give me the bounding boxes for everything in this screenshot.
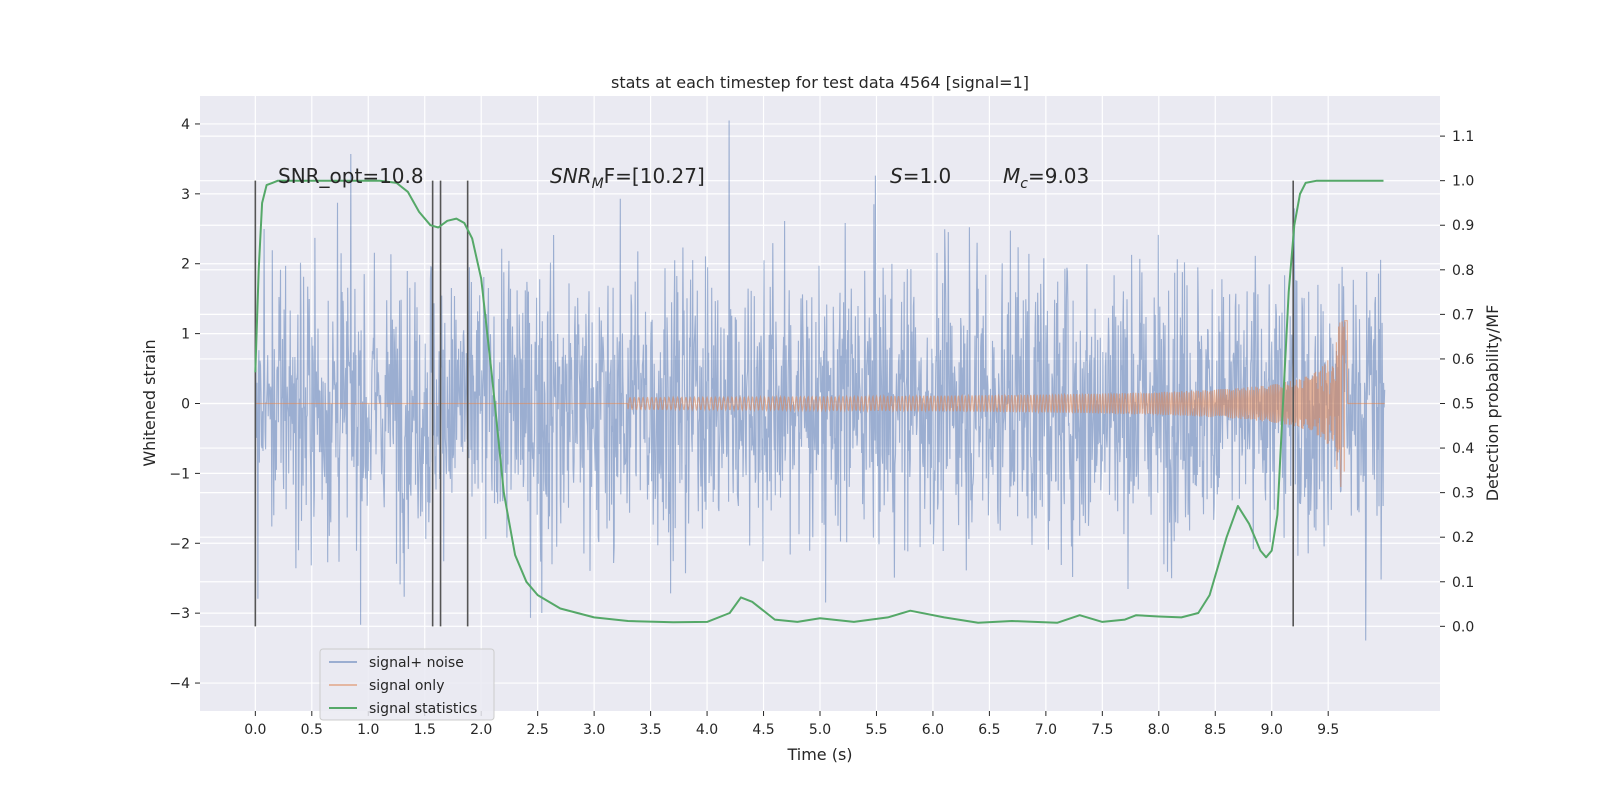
x-axis-ticks: 0.0 0.5 1.0 1.5 2.0 2.5 3.0 3.5 4.0 4.5 5.0 5.5 6.0 6… (244, 711, 1339, 738)
y-right-tick-label: 0.0 (1452, 619, 1474, 635)
signal-statistics-series (254, 179, 1384, 624)
annotation-snr-mf-base: SNR (550, 164, 592, 188)
annotation-snr-mf-rest: F=[10.27] (604, 164, 705, 188)
x-tick-label: 4.5 (752, 722, 774, 738)
x-tick-label: 5.0 (809, 722, 831, 738)
y-right-tick-label: 0.3 (1452, 486, 1474, 502)
x-tick-label: 0.5 (301, 722, 323, 738)
y-right-tick-label: 1.1 (1452, 129, 1474, 145)
legend-box (319, 648, 495, 721)
y-left-tick-label: 0 (181, 397, 190, 413)
x-tick-label: 2.5 (527, 722, 549, 738)
annotation-snr-mf: SNRMF=[10.27] (550, 164, 705, 192)
x-tick-label: 9.0 (1261, 722, 1283, 738)
left-y-axis-ticks: 4 3 2 1 0 −1 −2 −3 −4 (169, 117, 200, 692)
x-tick-label: 6.5 (978, 722, 1000, 738)
signal-only-series (255, 320, 1385, 488)
annotation-mc-rest: =9.03 (1028, 164, 1089, 188)
annotation-mc-sub: c (1020, 176, 1028, 192)
x-tick-label: 4.0 (696, 722, 718, 738)
annotation-s: S=1.0 (890, 164, 951, 188)
left-y-axis-label: Whitened strain (140, 339, 159, 466)
x-axis-label: Time (s) (786, 745, 852, 764)
x-tick-label: 3.0 (583, 722, 605, 738)
x-tick-label: 7.0 (1035, 722, 1057, 738)
x-tick-label: 2.0 (470, 722, 492, 738)
y-right-tick-label: 0.7 (1452, 307, 1474, 323)
x-tick-label: 9.5 (1317, 722, 1339, 738)
annotation-s-rest: =1.0 (903, 164, 952, 188)
y-left-tick-label: 1 (181, 327, 190, 343)
y-left-tick-label: −3 (169, 606, 190, 622)
y-right-tick-label: 0.8 (1452, 263, 1474, 279)
x-tick-label: 1.0 (357, 722, 379, 738)
y-right-tick-label: 0.4 (1452, 441, 1474, 457)
y-right-tick-label: 0.1 (1452, 575, 1474, 591)
y-left-tick-label: 3 (181, 187, 190, 203)
chart-title: stats at each timestep for test data 456… (611, 73, 1029, 92)
x-tick-label: 5.5 (865, 722, 887, 738)
y-left-tick-label: 4 (181, 117, 190, 133)
y-right-tick-label: 0.9 (1452, 218, 1474, 234)
legend: signal+ noise signal only signal statist… (319, 648, 495, 721)
y-right-tick-label: 1.0 (1452, 174, 1474, 190)
y-left-tick-label: −1 (169, 466, 190, 482)
right-y-axis-label: Detection probability/MF (1483, 305, 1502, 502)
x-tick-label: 7.5 (1091, 722, 1113, 738)
y-left-tick-label: 2 (181, 257, 190, 273)
y-right-tick-label: 0.5 (1452, 397, 1474, 413)
x-tick-label: 8.0 (1148, 722, 1170, 738)
y-right-tick-label: 0.6 (1452, 352, 1474, 368)
y-left-tick-label: −2 (169, 536, 190, 552)
legend-label-signal-statistics: signal statistics (369, 701, 477, 717)
signal-plus-noise-series (254, 120, 1386, 641)
annotation-mc: Mc=9.03 (1003, 164, 1089, 192)
signal-statistics-line (254, 179, 1384, 624)
x-tick-label: 0.0 (244, 722, 266, 738)
x-tick-label: 3.5 (639, 722, 661, 738)
x-tick-label: 1.5 (414, 722, 436, 738)
signal-only-line (255, 320, 1385, 488)
legend-label-signal-only: signal only (369, 678, 444, 694)
right-y-axis-ticks: 1.1 1.0 0.9 0.8 0.7 0.6 0.5 0.4 0.3 0.2 0.1 0.0 (1440, 129, 1474, 635)
annotation-s-base: S (890, 164, 903, 188)
annotation-snr-mf-sub: M (592, 176, 604, 192)
annotation-snr-opt: SNR_opt=10.8 (278, 164, 424, 188)
x-tick-label: 6.0 (922, 722, 944, 738)
y-right-tick-label: 0.2 (1452, 530, 1474, 546)
x-tick-label: 8.5 (1204, 722, 1226, 738)
legend-label-signal-plus-noise: signal+ noise (369, 655, 464, 671)
vertical-markers (254, 180, 1294, 627)
signal-plus-noise-line (254, 120, 1386, 641)
annotation-mc-base: M (1003, 164, 1020, 188)
y-left-tick-label: −4 (169, 676, 190, 692)
